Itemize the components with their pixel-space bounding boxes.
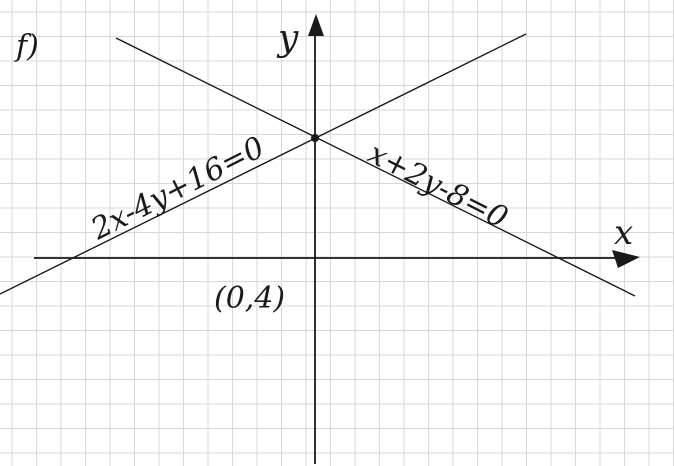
problem-label: f): [14, 29, 39, 64]
intersection-point: [311, 134, 319, 142]
intersection-label: (0,4): [214, 281, 285, 316]
equation-label-line1: 2x-4y+16=0: [85, 130, 270, 248]
y-axis-arrowhead: [308, 14, 324, 36]
equation-label-line2: x+2y-8=0: [362, 136, 513, 236]
line-2x-4y-16: [0, 33, 527, 295]
x-axis-label: x: [614, 213, 633, 253]
x-axis-arrowhead: [612, 250, 640, 268]
line-x-2y-8: [115, 37, 636, 297]
y-axis-label: y: [276, 18, 299, 59]
